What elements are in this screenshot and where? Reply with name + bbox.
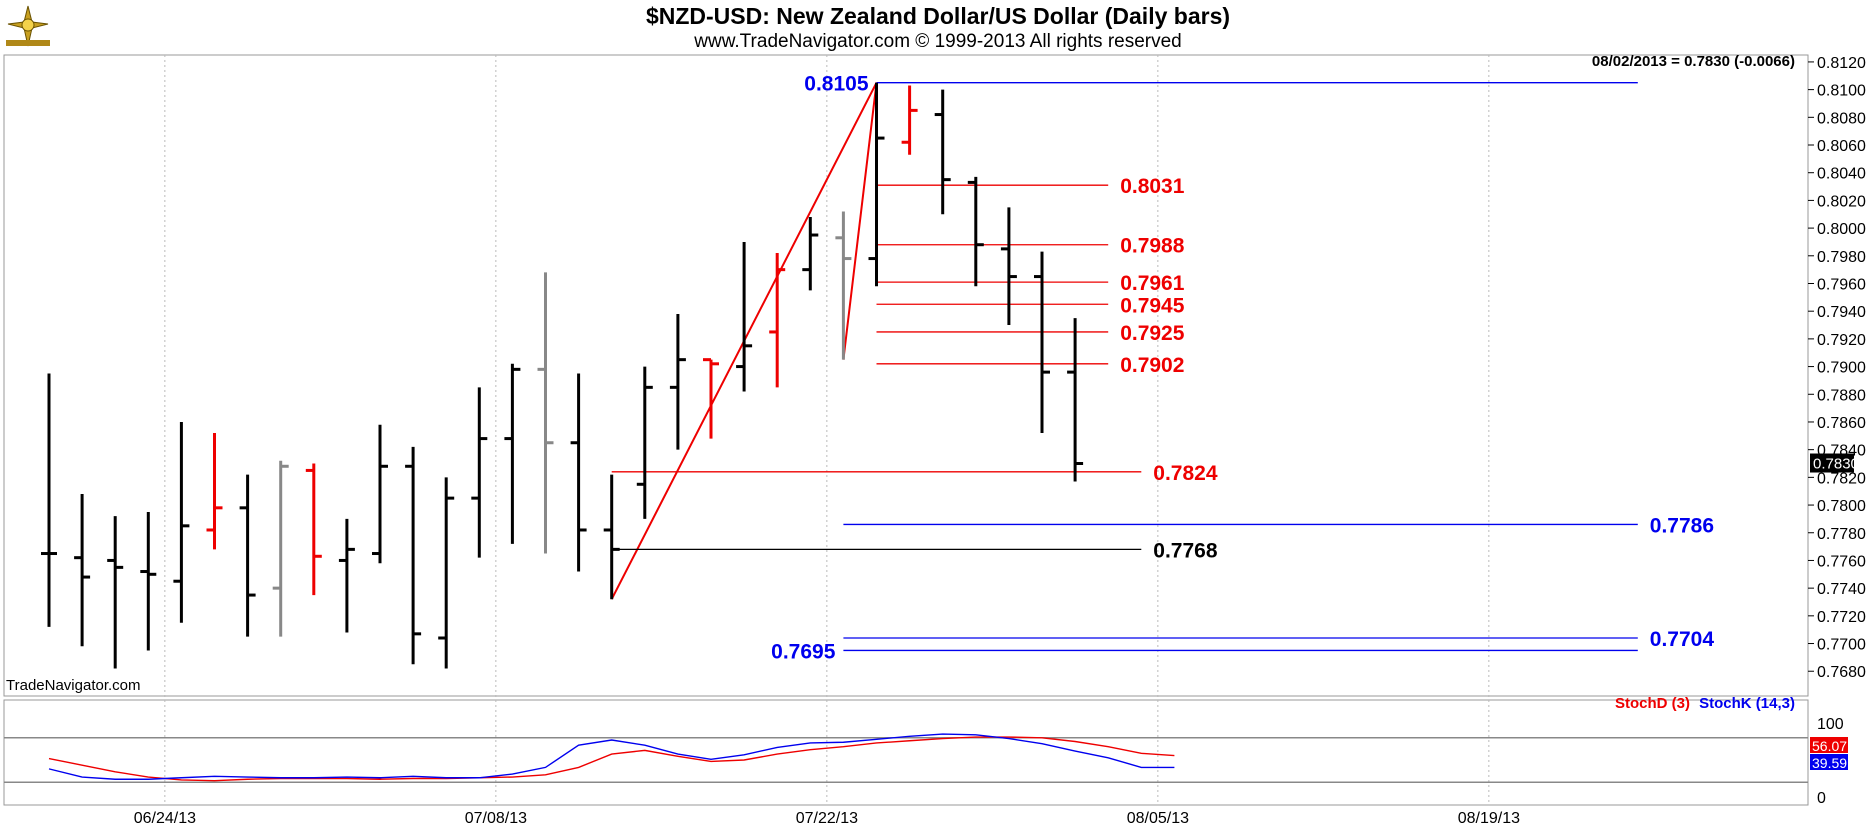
chart-header: $NZD-USD: New Zealand Dollar/US Dollar (… [0,0,1876,54]
x-tick-label: 08/19/13 [1458,810,1520,827]
y-tick-label: 0.8000 [1817,221,1866,238]
y-tick-label: 0.8060 [1817,138,1866,155]
last-value-label: 08/02/2013 = 0.7830 (-0.0066) [1592,53,1795,70]
chart-subtitle: www.TradeNavigator.com © 1999-2013 All r… [694,31,1182,52]
level-label: 0.7704 [1650,628,1715,651]
y-tick-label: 0.7860 [1817,415,1866,432]
level-label: 0.7961 [1120,272,1185,295]
chart-title: $NZD-USD: New Zealand Dollar/US Dollar (… [645,3,1231,29]
x-tick-label: 07/22/13 [796,810,858,827]
y-tick-label: 0.7740 [1817,581,1866,598]
stochastic-y-tick-label: 100 [1817,716,1844,733]
y-tick-label: 0.7940 [1817,304,1866,321]
y-tick-label: 0.7800 [1817,498,1866,515]
y-tick-label: 0.8100 [1817,83,1866,100]
stoch-d-tag [1810,737,1848,753]
level-label: 0.8031 [1120,175,1185,198]
level-label: 0.7695 [771,640,836,663]
y-tick-label: 0.7720 [1817,609,1866,626]
y-tick-label: 0.7780 [1817,526,1866,543]
y-tick-label: 0.8080 [1817,110,1866,127]
level-label: 0.7925 [1120,322,1185,345]
y-tick-label: 0.8040 [1817,166,1866,183]
last-price-label: 0.7830 [1813,456,1859,473]
stoch-d-line [48,736,1175,782]
level-label: 0.7786 [1650,514,1714,537]
y-tick-label: 0.8120 [1817,55,1866,72]
level-label: 0.7902 [1120,354,1184,377]
level-label: 0.7824 [1153,462,1218,485]
y-tick-label: 0.7680 [1817,664,1866,681]
legend-stoch-d: StochD (3) [1615,695,1690,712]
stochastic-panel-frame [3,699,1809,806]
compass-logo-icon [6,5,50,47]
y-tick-label: 0.7820 [1817,470,1866,487]
level-label: 0.7945 [1120,294,1185,317]
stochastic-y-tick-label: 0 [1817,790,1826,807]
stoch-k-tag [1810,754,1848,770]
y-tick-label: 0.7980 [1817,249,1866,266]
last-price-tag [1810,453,1854,473]
stoch-d-value: 56.07 [1812,738,1847,754]
y-tick-label: 0.7700 [1817,637,1866,654]
x-tick-label: 06/24/13 [134,810,196,827]
level-label: 0.7768 [1153,539,1218,562]
watermark-text: TradeNavigator.com [6,677,141,694]
y-tick-label: 0.7920 [1817,332,1866,349]
stoch-k-line [48,733,1175,780]
x-tick-label: 07/08/13 [465,810,527,827]
y-tick-label: 0.7900 [1817,360,1866,377]
legend-stoch-k: StochK (14,3) [1699,695,1795,712]
level-label: 0.7988 [1120,235,1185,258]
y-tick-label: 0.7880 [1817,387,1866,404]
y-tick-label: 0.7960 [1817,276,1866,293]
level-label: 0.8105 [804,73,869,96]
x-tick-label: 08/05/13 [1127,810,1189,827]
price-panel-frame [3,54,1809,697]
y-tick-label: 0.8020 [1817,193,1866,210]
stoch-k-value: 39.59 [1812,755,1847,771]
y-tick-label: 0.7760 [1817,553,1866,570]
